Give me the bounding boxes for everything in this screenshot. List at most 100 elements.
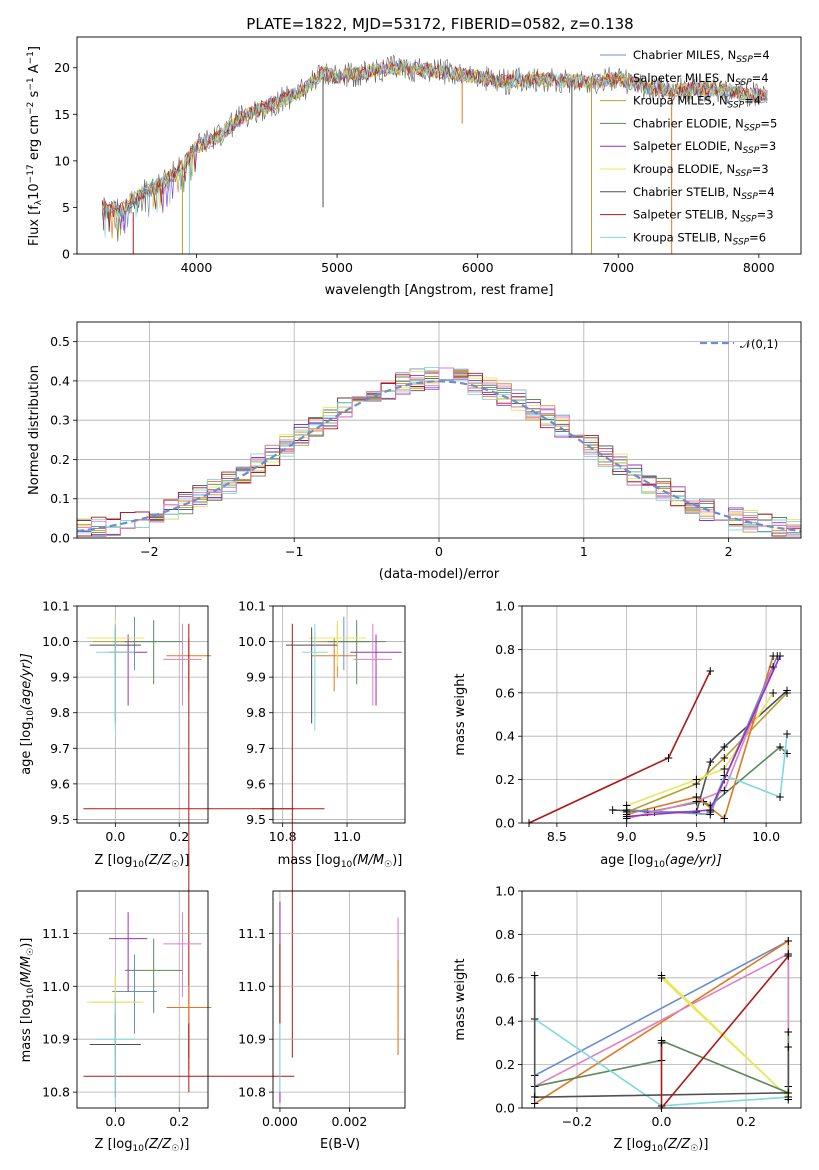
label-part: SSP [736,55,753,65]
x-tick-label: 7000 [602,260,634,275]
label-part: =5 [760,116,777,130]
y-tick-label: 9.8 [246,705,266,720]
label-part: (M/M [19,956,34,988]
axes-age_vs_mass: 10.8 11.0 9.5 9.6 9.7 9.8 9.9 10.0 10.1 mass [log… [238,599,406,1058]
mass-z-xlabel: Z [log10(Z/Z☉)] [95,1137,190,1154]
y-tick-label: 1.0 [495,884,515,899]
spectrum-line-8 [101,61,768,238]
weight-marker: + [622,812,632,826]
y-tick-label: 0.0 [50,531,70,546]
gaussian-curve [76,380,802,533]
label-part: λ [34,199,44,205]
label-part: =4 [758,185,775,199]
label-part: 10 [653,860,665,870]
axes-frame-age_vs_mass [272,605,406,824]
y-tick-label: 11.1 [42,926,70,941]
legend-entry-5: Kroupa ELODIE, NSSP=3 [633,162,769,179]
y-tick-label: 9.9 [50,670,70,685]
y-tick-label: 0.4 [495,1014,515,1029]
weight-marker: + [719,783,729,797]
weight-marker: + [772,649,782,663]
weight-marker: + [705,805,715,819]
axes-frame-mass_weight_vs_age [521,605,802,824]
label-part: (Z/Z [144,1137,172,1152]
label-part: (Z/Z [144,853,172,868]
y-tick-label: 0.0 [495,1101,515,1116]
label-part: (age/yr)] [19,653,34,710]
weight-line-7 [660,955,789,1111]
weight-marker: + [775,790,785,804]
y-tick-label: 9.7 [246,741,266,756]
weight-marker: + [783,1090,793,1104]
mass-ebv-xlabel: E(B-V) [320,1137,360,1152]
legend-entry-7: Salpeter STELIB, NSSP=3 [633,208,774,225]
label-part: −2 [26,102,36,115]
weight-marker: + [691,777,701,791]
label-part: SSP [743,146,760,156]
label-part: SSP [728,101,745,111]
weight-marker: + [783,934,793,948]
label-part: ☉ [171,1144,179,1154]
weight-marker: + [783,1025,793,1039]
x-tick-label: 2 [725,544,733,559]
label-part: )] [179,1137,189,1152]
label-part: Salpeter ELODIE, N [633,139,743,153]
y-tick-label: 0 [62,247,70,262]
mass-z-errorbars [83,912,295,1103]
axes-spectrum: 4000 5000 6000 7000 8000 0 5 10 15 20 wavelength [… [26,36,802,298]
label-part: 10 [27,183,42,200]
weight-line-0 [528,670,712,824]
age-z-errorbars [83,616,295,1058]
axes-residuals: −2 −1 0 1 2 0.0 0.1 0.2 0.3 0.4 0.5 𝒩(0,1) (data-mod… [27,321,802,582]
label-part: erg cm [27,115,42,164]
weight-marker: + [782,727,792,741]
label-part: )] [19,938,34,948]
weight-marker: + [768,649,778,663]
label-part: )] [392,853,402,868]
weight-marker: + [691,790,701,804]
y-tick-label: 10.0 [238,634,266,649]
y-tick-label: 0.4 [50,373,70,388]
label-part: −17 [26,164,36,183]
age-z-xlabel: Z [log10(Z/Z☉)] [95,853,190,870]
label-part: =3 [759,139,776,153]
x-tick-label: 0.0 [652,1114,672,1129]
weight-line-3 [660,975,789,1098]
weight-marker: + [719,762,729,776]
label-part: Kroupa STELIB, N [633,230,733,244]
y-tick-label: 15 [54,107,70,122]
weight-age-lines: ++++ + ++++++++++++++++++++++ ++++++++++++ +… [524,649,792,830]
label-part: age [log [19,722,34,775]
label-part: 10 [26,987,36,999]
weight-marker: + [782,686,792,700]
weight-marker: + [783,1040,793,1054]
legend-entry-2: Kroupa MILES, NSSP=4 [633,94,761,111]
x-tick-label: 0.2 [169,829,189,844]
axes-frame-mass_weight_vs_Z [521,890,802,1109]
weight-marker: + [705,807,715,821]
y-tick-label: 0.6 [495,970,515,985]
x-tick-label: 10.0 [752,829,780,844]
y-tick-label: 0.1 [50,491,70,506]
weight-line-2 [626,692,788,813]
weight-marker: + [783,949,793,963]
weight-marker: + [719,740,729,754]
x-tick-label: 0.0 [105,1114,125,1129]
label-part: =3 [757,208,774,222]
y-tick-label: 11.0 [42,979,70,994]
x-tick-label: 0 [435,544,443,559]
label-part: Z [log [95,853,133,868]
axes-frame-age_vs_Z [76,605,209,824]
weight-marker: + [622,799,632,813]
y-tick-label: 0.4 [495,729,515,744]
weight-line-0 [534,940,789,1077]
weight-marker: + [768,660,778,674]
weight-marker: + [622,807,632,821]
weight-line-7 [626,666,774,820]
label-part: SSP [735,78,752,88]
y-tick-label: 20 [54,60,70,75]
spectrum-line-7 [101,60,768,232]
label-part: SSP [740,215,757,225]
